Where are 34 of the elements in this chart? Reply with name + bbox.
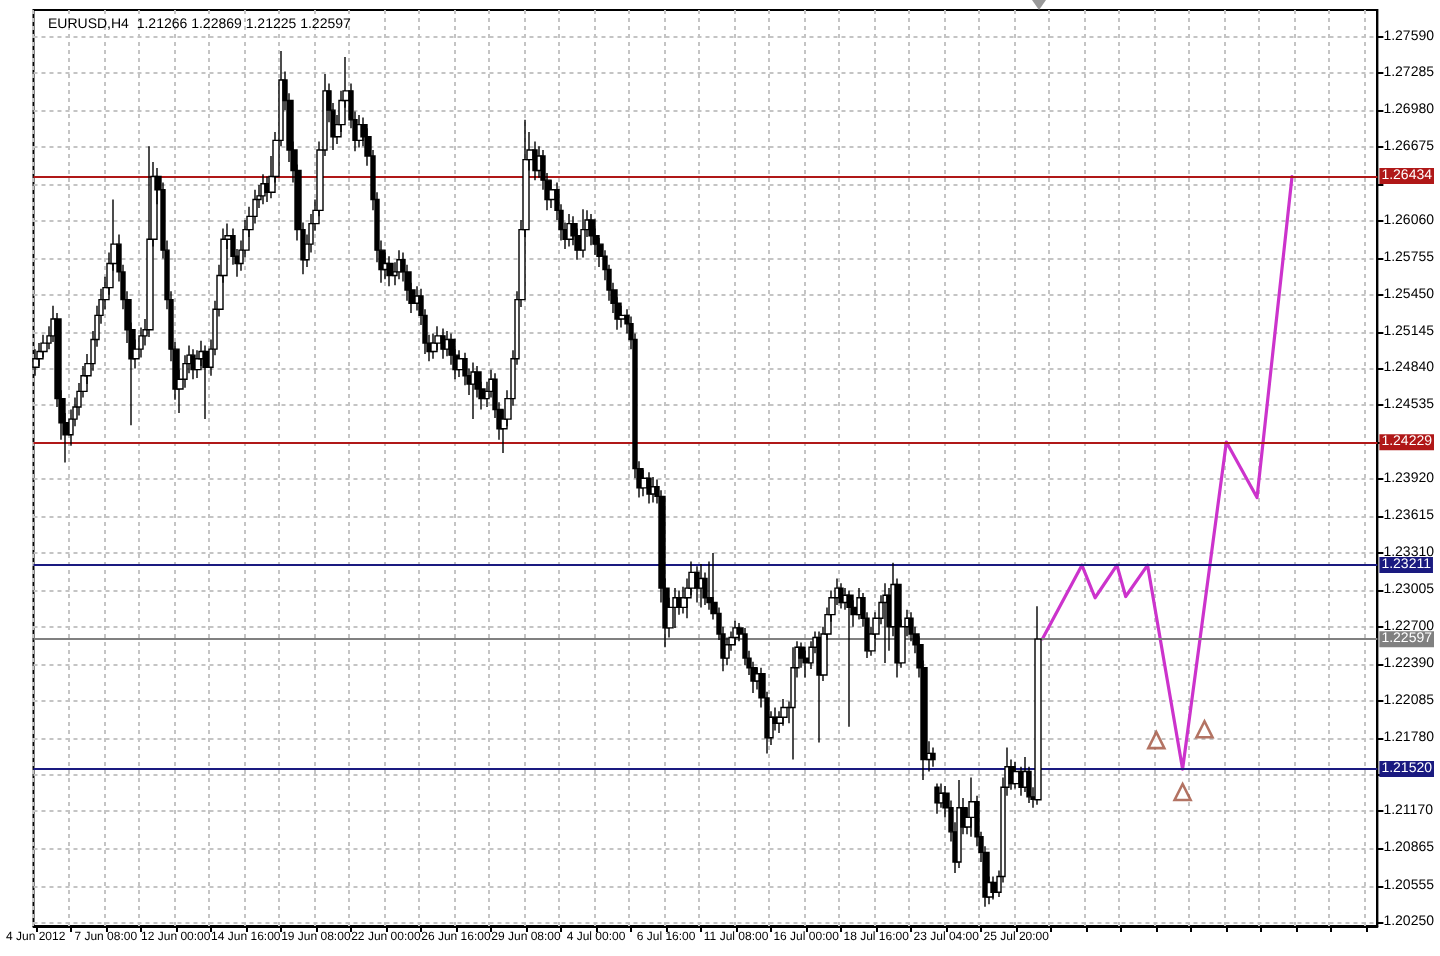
line-series [1040, 174, 1294, 771]
candlestick [742, 627, 748, 667]
candlestick [934, 782, 940, 815]
candlestick [816, 630, 822, 744]
candlestick [990, 875, 998, 901]
candlestick [1034, 605, 1042, 806]
candlestick [40, 333, 48, 359]
candlestick [640, 469, 648, 498]
candlestick [532, 140, 538, 181]
candlestick [470, 361, 476, 420]
candlestick [694, 565, 700, 604]
candlestick [456, 349, 464, 378]
candlestick [440, 327, 446, 360]
candlestick [190, 348, 196, 380]
candlestick [444, 330, 450, 358]
candlestick [968, 776, 976, 838]
candlestick [698, 563, 704, 609]
candlestick [386, 255, 394, 288]
candlestick [706, 560, 714, 611]
candlestick [618, 304, 626, 329]
candlestick [146, 145, 154, 338]
candlestick [646, 471, 652, 505]
candlestick [956, 779, 962, 869]
candlestick [1012, 761, 1020, 790]
point [1147, 730, 1166, 750]
candlestick [882, 582, 888, 664]
point [1195, 719, 1214, 739]
point [1173, 782, 1192, 802]
candlestick [202, 344, 210, 420]
candlestick [930, 746, 936, 768]
candlestick [434, 325, 442, 352]
candlestick [260, 173, 266, 205]
candlestick [650, 476, 656, 504]
candlestick [846, 589, 854, 728]
